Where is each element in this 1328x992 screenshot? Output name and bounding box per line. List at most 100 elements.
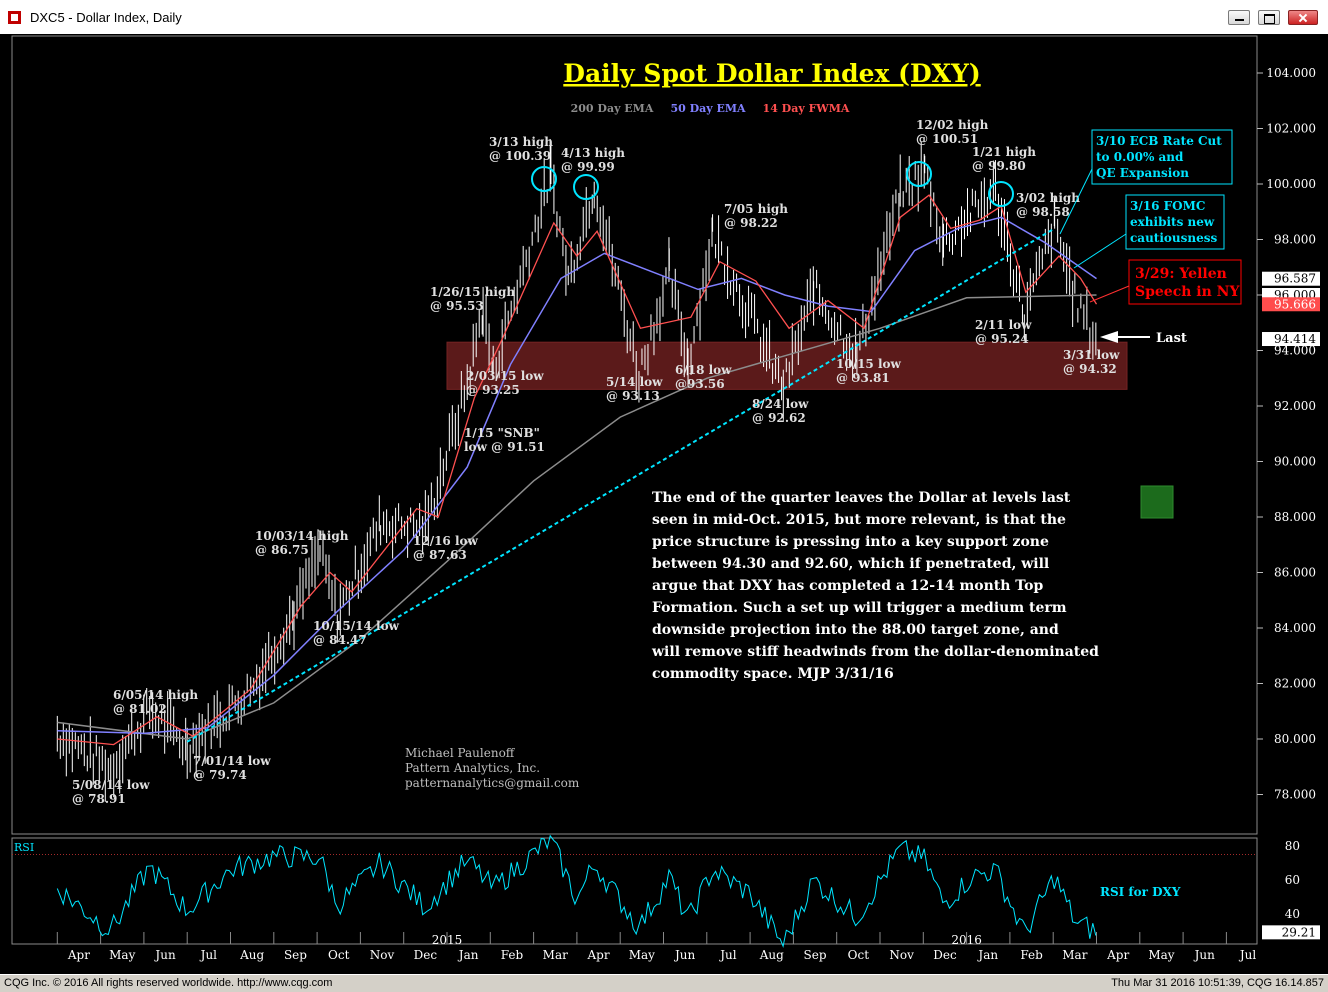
x-tick-label: Feb xyxy=(501,948,524,962)
annotation-text: 6/05/14 high xyxy=(113,688,198,702)
callout-fomc-line: exhibits new xyxy=(1130,215,1215,229)
callout-yellen-line: Speech in NY xyxy=(1135,284,1240,300)
y-tick-label: 104.000 xyxy=(1266,66,1316,80)
maximize-icon[interactable] xyxy=(1258,10,1280,25)
peak-circle xyxy=(906,161,932,187)
annotation-text: 7/01/14 low xyxy=(193,754,271,768)
y-tick-label: 102.000 xyxy=(1266,122,1316,136)
x-tick-label: Jul xyxy=(1238,948,1257,962)
callout-fomc-leader xyxy=(1073,233,1127,269)
x-tick-label: Dec xyxy=(414,948,438,962)
x-tick-label: Sep xyxy=(284,948,307,962)
support-zone xyxy=(446,341,1128,390)
annotation-text: 1/26/15 high xyxy=(430,285,515,299)
callout-yellen-leader xyxy=(1089,285,1130,303)
callout-fomc: 3/16 FOMC exhibits new cautiousness xyxy=(1125,194,1225,250)
x-tick-label: Jun xyxy=(1193,948,1216,962)
callout-fomc-line: cautiousness xyxy=(1130,231,1218,245)
rsi-panel-label: RSI xyxy=(14,841,34,854)
annotation: 6/18 low@93.56 xyxy=(675,363,732,391)
chart-frame: 104.000102.000100.00098.00096.00094.0009… xyxy=(0,34,1328,974)
dxy-chart[interactable]: 104.000102.000100.00098.00096.00094.0009… xyxy=(0,34,1328,974)
annotation: 5/08/14 low@ 78.91 xyxy=(72,778,150,806)
annotation: 10/03/14 high@ 86.75 xyxy=(255,529,349,557)
commentary-line: seen in mid-Oct. 2015, but more relevant… xyxy=(652,512,1066,528)
minimize-icon[interactable] xyxy=(1228,10,1250,25)
callout-ecb-line: to 0.00% and xyxy=(1096,150,1184,164)
annotation-text: 5/14 low xyxy=(606,375,663,389)
annotation-text: 2/03/15 low xyxy=(466,369,544,383)
annotation-text: 5/08/14 low xyxy=(72,778,150,792)
last-label: Last xyxy=(1156,331,1187,346)
annotation-text: @ 95.24 xyxy=(975,332,1029,346)
annotation: 1/21 high@ 99.80 xyxy=(972,145,1036,173)
y-tick-label: 84.000 xyxy=(1274,621,1316,635)
rsi-last-value: 29.21 xyxy=(1282,925,1316,939)
y-tick-label: 98.000 xyxy=(1274,233,1316,247)
peak-circle xyxy=(988,181,1014,207)
annotation-text: @ 94.32 xyxy=(1063,362,1117,376)
rsi-last-box xyxy=(1262,925,1320,940)
annotation-text: @ 98.58 xyxy=(1016,205,1070,219)
annotation-text: @ 99.80 xyxy=(972,159,1026,173)
close-icon[interactable] xyxy=(1288,10,1318,25)
annotation-text: low @ 91.51 xyxy=(464,440,545,454)
annotation-text: 10/15/14 low xyxy=(313,619,400,633)
commentary-line: downside projection into the 88.00 targe… xyxy=(652,622,1059,638)
rsi-series-label: RSI for DXY xyxy=(1100,885,1181,899)
legend-ema50: 50 Day EMA xyxy=(670,102,746,115)
commentary-line: will remove stiff headwinds from the dol… xyxy=(651,644,1099,660)
x-tick-label: Apr xyxy=(1106,948,1129,962)
commentary-line: between 94.30 and 92.60, which if penetr… xyxy=(652,556,1049,572)
y-tick-label: 90.000 xyxy=(1274,455,1316,469)
x-tick-label: May xyxy=(1148,948,1174,962)
annotation: 4/13 high@ 99.99 xyxy=(561,146,625,174)
rsi-y-tick-label: 40 xyxy=(1285,907,1300,921)
year-label: 2016 xyxy=(951,933,982,947)
legend-fwma14: 14 Day FWMA xyxy=(763,102,850,115)
annotation-text: @ 79.74 xyxy=(193,768,247,782)
x-tick-label: Mar xyxy=(1062,948,1087,962)
rsi-y-tick-label: 80 xyxy=(1285,839,1300,853)
app-icon xyxy=(8,11,21,24)
rsi-line xyxy=(56,834,1097,949)
annotation-text: 12/02 high xyxy=(916,118,989,132)
peak-circle xyxy=(573,174,599,200)
x-tick-label: Nov xyxy=(889,948,914,962)
callout-ecb-leader xyxy=(1059,168,1093,235)
callout-yellen: 3/29: Yellen Speech in NY xyxy=(1128,259,1242,305)
x-tick-label: Jan xyxy=(457,948,479,962)
y-tick-label: 80.000 xyxy=(1274,732,1316,746)
annotation-text: @ 93.25 xyxy=(466,383,520,397)
x-tick-label: Jan xyxy=(976,948,998,962)
y-tick-label: 88.000 xyxy=(1274,510,1316,524)
y-tick-label: 82.000 xyxy=(1274,677,1316,691)
x-tick-label: Jul xyxy=(718,948,737,962)
annotation-text: @ 100.39 xyxy=(489,149,551,163)
annotation-text: 10/15 low xyxy=(836,357,902,371)
commentary-line: argue that DXY has completed a 12-14 mon… xyxy=(652,578,1043,594)
status-timestamp: Thu Mar 31 2016 10:51:39, CQG 16.14.857 xyxy=(1111,977,1324,989)
annotation: 3/13 high@ 100.39 xyxy=(489,135,553,163)
right-value-box xyxy=(1262,297,1320,312)
annotation: 7/05 high@ 98.22 xyxy=(724,202,788,230)
x-tick-label: May xyxy=(109,948,135,962)
right-value-box xyxy=(1262,332,1320,347)
annotation-text: 3/13 high xyxy=(489,135,553,149)
x-tick-label: Jul xyxy=(199,948,218,962)
annotation: 3/02 high@ 98.58 xyxy=(1016,191,1080,219)
annotation-text: @ 84.47 xyxy=(313,633,367,647)
commentary-line: price structure is pressing into a key s… xyxy=(652,534,1049,550)
annotation-text: 2/11 low xyxy=(975,318,1032,332)
annotation-text: 1/15 "SNB" xyxy=(464,426,540,440)
annotation-text: 10/03/14 high xyxy=(255,529,349,543)
window-title: DXC5 - Dollar Index, Daily xyxy=(30,10,182,25)
annotation: 7/01/14 low@ 79.74 xyxy=(193,754,271,782)
right-value-label: 95.666 xyxy=(1274,297,1316,311)
right-value-label: 96.587 xyxy=(1274,272,1316,286)
peak-circle xyxy=(531,166,557,192)
y-tick-label: 94.000 xyxy=(1274,344,1316,358)
credit-email: patternanalytics@gmail.com xyxy=(405,776,580,790)
last-arrow: Last xyxy=(1100,331,1187,346)
callout-yellen-line: 3/29: Yellen xyxy=(1135,266,1227,282)
